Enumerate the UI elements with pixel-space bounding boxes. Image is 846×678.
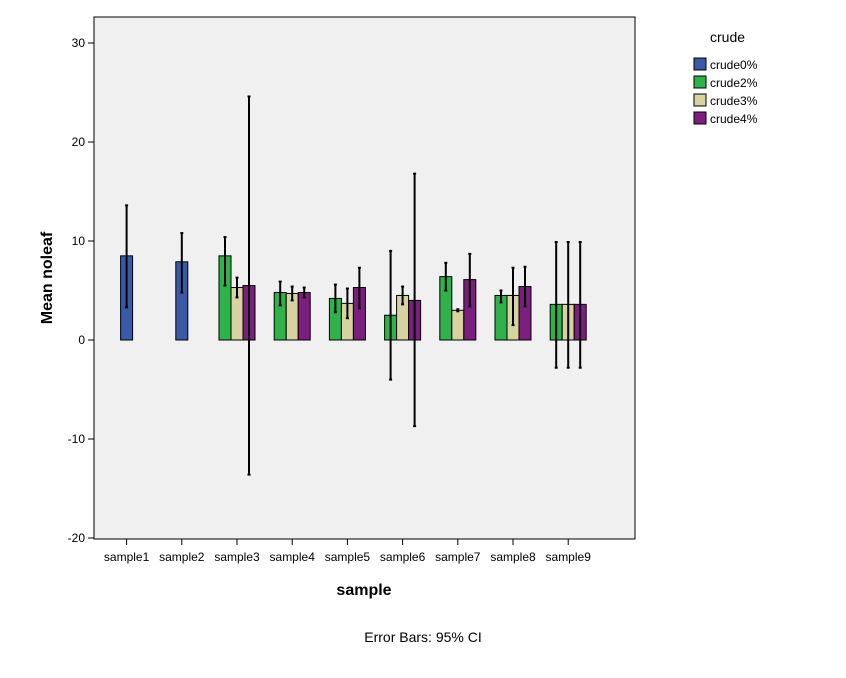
x-tick-label: sample4 xyxy=(270,550,316,564)
legend-swatch-crude0% xyxy=(693,57,707,71)
legend: crude crude0% crude2% crude3% crude4% xyxy=(693,29,758,126)
legend-label-crude0%: crude0% xyxy=(710,58,758,72)
x-tick-label: sample9 xyxy=(546,550,592,564)
legend-label-crude2%: crude2% xyxy=(710,76,758,90)
x-tick-label: sample1 xyxy=(104,550,150,564)
bar-crude3%-sample7 xyxy=(451,309,465,341)
bars-layer xyxy=(120,95,587,476)
x-tick-label: sample8 xyxy=(490,550,536,564)
legend-swatch-crude4% xyxy=(693,111,707,125)
y-tick-label: -20 xyxy=(68,531,86,545)
y-axis-title: Mean noleaf xyxy=(39,231,56,324)
y-tick-label: 10 xyxy=(72,234,86,248)
legend-label-crude4%: crude4% xyxy=(710,112,758,126)
bar-crude4%-sample4 xyxy=(297,291,311,341)
x-tick-label: sample7 xyxy=(435,550,481,564)
plot-area xyxy=(93,16,636,540)
y-tick-label: 0 xyxy=(78,333,85,347)
x-tick-label: sample3 xyxy=(214,550,260,564)
legend-title: crude xyxy=(710,29,745,45)
x-axis: sample1 sample2 sample3 sample4 sample5 sampl… xyxy=(104,539,591,564)
error-bar-footnote: Error Bars: 95% CI xyxy=(364,629,481,645)
legend-swatch-crude2% xyxy=(693,75,707,89)
y-tick-label: 20 xyxy=(72,135,86,149)
legend-swatch-crude3% xyxy=(693,93,707,107)
legend-label-crude3%: crude3% xyxy=(710,94,758,108)
y-tick-label: 30 xyxy=(72,36,86,50)
y-tick-label: -10 xyxy=(68,432,86,446)
x-tick-label: sample5 xyxy=(325,550,371,564)
x-tick-label: sample2 xyxy=(159,550,205,564)
x-tick-label: sample6 xyxy=(380,550,426,564)
x-axis-title: sample xyxy=(336,582,391,599)
y-axis: -20 -10 0 10 20 30 xyxy=(68,36,94,545)
legend-items: crude0% crude2% crude3% crude4% xyxy=(693,57,758,126)
